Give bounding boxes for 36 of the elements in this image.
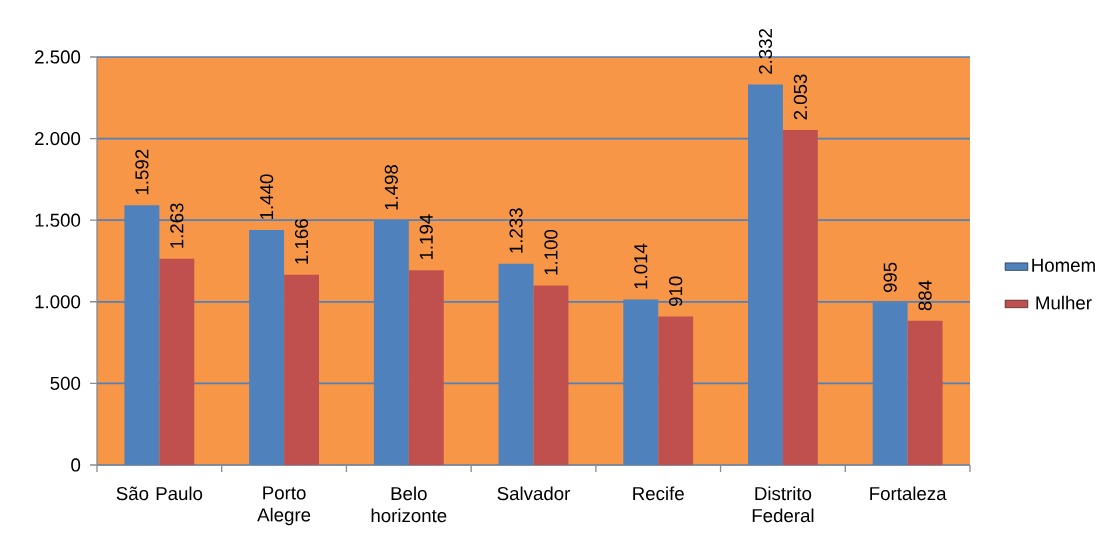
data-label: 910 <box>669 276 683 306</box>
bar <box>658 316 694 465</box>
data-label: 995 <box>883 262 897 293</box>
data-label: 1.498 <box>384 165 398 210</box>
x-tick-label: São Paulo <box>116 486 203 501</box>
y-tick-label: 1.500 <box>35 213 81 227</box>
data-label: 1.263 <box>170 203 184 248</box>
x-tick-label: Salvador <box>497 486 571 501</box>
legend-label: Homem <box>1032 258 1095 272</box>
data-label: 2.053 <box>793 74 807 120</box>
data-label: 884 <box>918 280 932 311</box>
data-label: 1.194 <box>419 214 433 260</box>
y-tick-label: 2.500 <box>35 50 81 64</box>
x-tick-label: Recife <box>633 486 684 501</box>
data-label: 1.592 <box>135 149 149 195</box>
legend-label: Mulher <box>1036 295 1092 310</box>
y-tick-label: 500 <box>50 376 81 390</box>
x-tick-label: Belo horizonte <box>371 486 447 523</box>
bar <box>907 320 943 465</box>
data-label: 1.014 <box>634 243 648 289</box>
bar <box>408 270 444 465</box>
data-label: 1.233 <box>509 208 523 253</box>
y-tick-label: 0 <box>71 458 81 472</box>
bar <box>159 258 195 465</box>
x-tick-label: Fortaleza <box>870 486 947 501</box>
data-label: 2.332 <box>758 29 773 74</box>
x-tick-label: Distrito Federal <box>752 486 814 523</box>
bar <box>533 285 569 465</box>
data-label: 1.440 <box>260 174 274 219</box>
data-label: 1.100 <box>544 229 558 275</box>
y-tick-label: 2.000 <box>35 131 81 146</box>
bar <box>284 274 319 465</box>
data-label: 1.166 <box>294 219 309 264</box>
bar <box>782 129 818 465</box>
y-tick-label: 1.000 <box>35 295 81 309</box>
x-tick-label: Porto Alegre <box>257 486 311 526</box>
